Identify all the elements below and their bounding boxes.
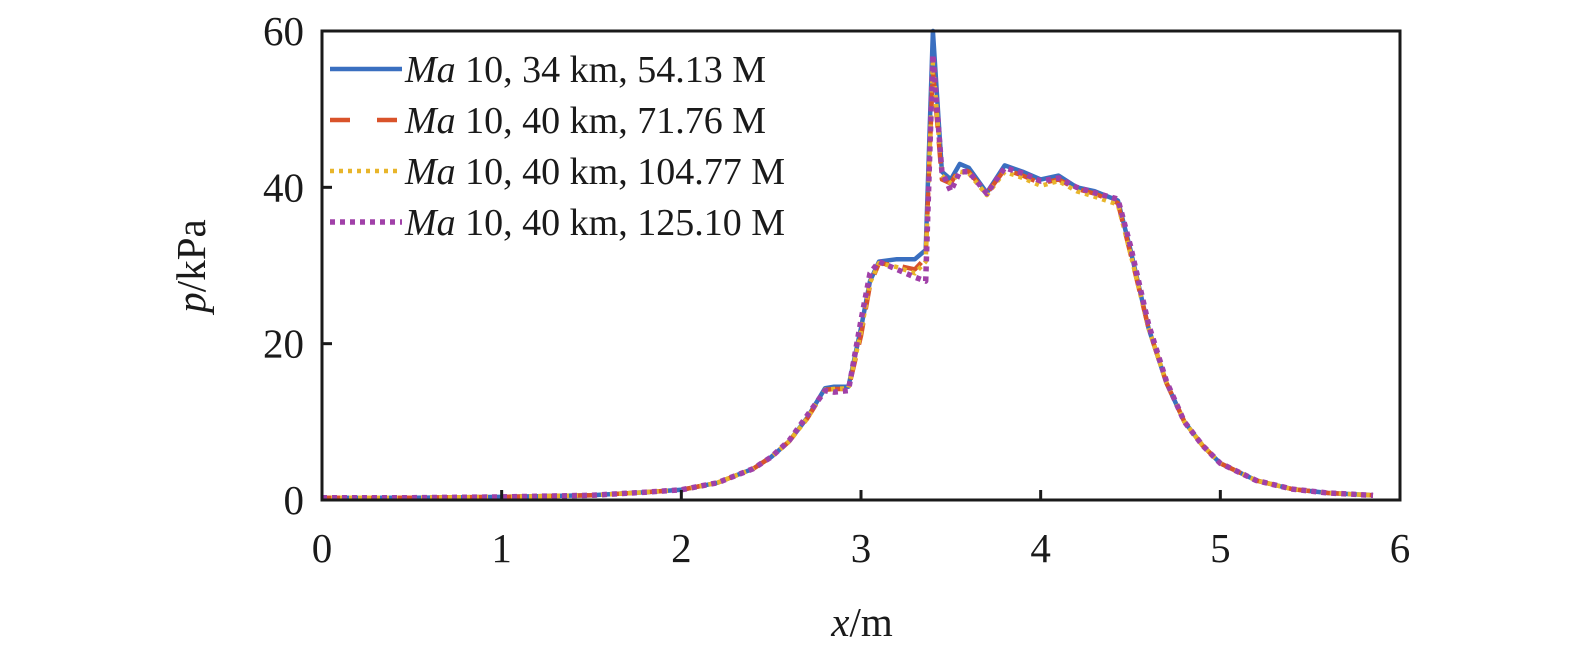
- legend-label-italic: Ma: [404, 202, 456, 244]
- x-axis-label: x/m: [830, 599, 893, 645]
- x-tick-label: 6: [1390, 525, 1411, 571]
- y-tick-label: 0: [284, 477, 305, 523]
- y-tick-label: 60: [263, 8, 304, 54]
- legend-label-italic: Ma: [404, 151, 456, 193]
- x-axis-unit: /m: [849, 599, 892, 645]
- y-axis-label: p/kPa: [168, 219, 214, 315]
- y-tick-label: 40: [263, 164, 304, 210]
- legend-label-text: 10, 40 km, 104.77 M: [456, 151, 785, 193]
- x-tick-label: 0: [312, 525, 333, 571]
- legend-label-2: Ma 10, 40 km, 71.76 M: [404, 100, 766, 142]
- legend-label-text: 10, 34 km, 54.13 M: [456, 49, 766, 91]
- y-axis-unit: /kPa: [168, 219, 214, 292]
- y-tick-label: 20: [263, 321, 304, 367]
- legend-label-italic: Ma: [404, 100, 456, 142]
- legend-label-3: Ma 10, 40 km, 104.77 M: [404, 151, 785, 193]
- x-tick-label: 4: [1030, 525, 1051, 571]
- series-line-4: [322, 51, 1374, 501]
- y-axis-var: p: [168, 292, 214, 316]
- legend-label-4: Ma 10, 40 km, 125.10 M: [404, 202, 785, 244]
- legend: Ma 10, 34 km, 54.13 MMa 10, 40 km, 71.76…: [330, 49, 785, 244]
- legend-label-text: 10, 40 km, 125.10 M: [456, 202, 785, 244]
- x-tick-label: 1: [491, 525, 512, 571]
- legend-label-text: 10, 40 km, 71.76 M: [456, 100, 766, 142]
- x-tick-label: 2: [671, 525, 692, 571]
- x-tick-label: 3: [851, 525, 872, 571]
- x-axis-var: x: [830, 599, 849, 645]
- series-layer: [322, 28, 1374, 501]
- legend-label-italic: Ma: [404, 49, 456, 91]
- legend-label-1: Ma 10, 34 km, 54.13 M: [404, 49, 766, 91]
- x-tick-label: 5: [1210, 525, 1231, 571]
